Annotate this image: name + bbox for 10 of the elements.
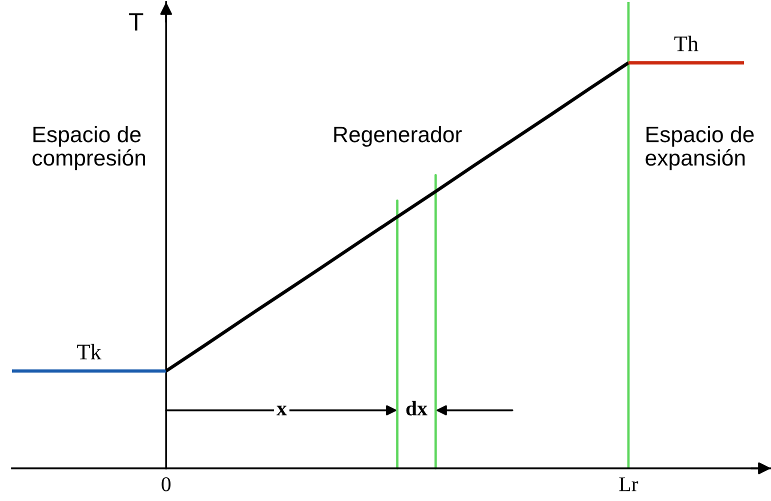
annotation: Espacio de compresión [32,126,146,170]
annotation: Regenerador [334,126,462,147]
annotation: x [276,406,287,416]
y-axis-title: T [129,13,144,30]
x-tick-label: 0 [162,477,171,492]
annotation: Espacio de expansión [646,126,754,170]
series-label: Tk [77,344,102,360]
series-label: Th [674,36,698,52]
x-tick-label: Lr [619,477,638,492]
annotation: dx [406,400,428,416]
